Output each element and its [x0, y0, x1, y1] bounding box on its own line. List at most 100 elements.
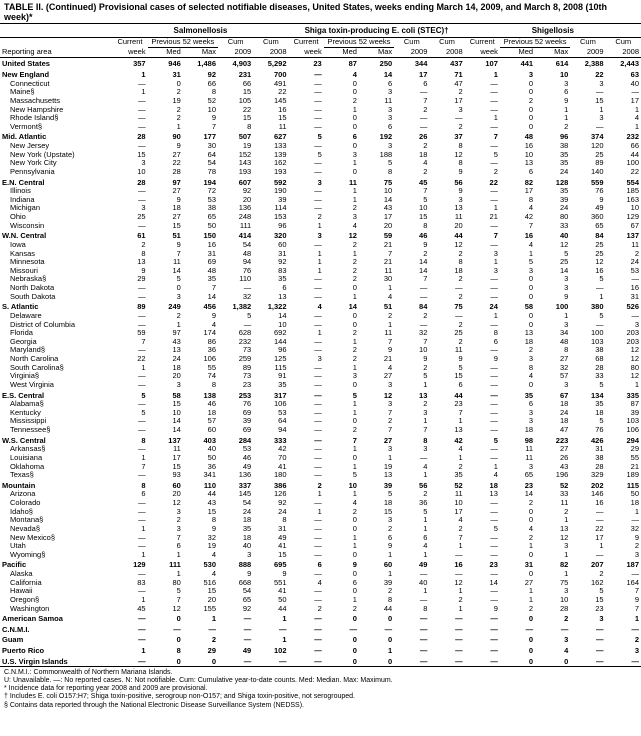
- value-cell: —: [465, 159, 500, 168]
- value-cell: 14: [394, 258, 429, 267]
- value-cell: 137: [148, 435, 183, 446]
- area-cell: Kansas: [0, 250, 112, 259]
- value-cell: 13: [429, 204, 464, 213]
- value-cell: 114: [253, 204, 288, 213]
- area-cell: Mississippi: [0, 417, 112, 426]
- value-cell: 49: [218, 645, 253, 656]
- value-cell: 41: [253, 463, 288, 472]
- value-cell: —: [218, 634, 253, 645]
- value-cell: 47: [429, 80, 464, 89]
- table-row: Virginia§—20747391—327515—4573312: [0, 372, 641, 381]
- col-med: Med: [148, 47, 183, 58]
- value-cell: 15: [112, 151, 147, 160]
- value-cell: 29: [183, 645, 218, 656]
- value-cell: 4: [500, 204, 535, 213]
- value-cell: 30: [359, 275, 394, 284]
- value-cell: 39: [535, 196, 570, 205]
- value-cell: 9: [429, 168, 464, 177]
- value-cell: 5: [218, 312, 253, 321]
- value-cell: 14: [148, 417, 183, 426]
- value-cell: 10: [183, 106, 218, 115]
- value-cell: —: [394, 293, 429, 302]
- value-cell: —: [289, 346, 324, 355]
- value-cell: 7: [465, 230, 500, 241]
- area-cell: United States: [0, 58, 112, 69]
- value-cell: 11: [500, 445, 535, 454]
- area-cell: Alaska: [0, 570, 112, 579]
- value-cell: 7: [359, 338, 394, 347]
- value-cell: 20: [218, 196, 253, 205]
- value-cell: 5: [112, 409, 147, 418]
- value-cell: 10: [429, 499, 464, 508]
- value-cell: 2: [429, 338, 464, 347]
- footnote-line: U: Unavailable. —: No reported cases. N:…: [4, 677, 637, 685]
- value-cell: —: [112, 114, 147, 123]
- value-cell: 17: [148, 454, 183, 463]
- value-cell: 437: [429, 58, 464, 69]
- value-cell: 414: [218, 230, 253, 241]
- table-row: Oregon§17206550—18—2—110159: [0, 596, 641, 605]
- value-cell: 73: [218, 372, 253, 381]
- data-table: Salmonellosis Shiga toxin-producing E. c…: [0, 23, 641, 712]
- value-cell: 0: [500, 508, 535, 517]
- value-cell: 1: [324, 490, 359, 499]
- value-cell: —: [289, 106, 324, 115]
- table-row: C.N.M.I.———————————————: [0, 624, 641, 635]
- value-cell: 9: [183, 312, 218, 321]
- value-cell: 2: [570, 570, 605, 579]
- value-cell: 1: [324, 187, 359, 196]
- value-cell: 15: [148, 222, 183, 231]
- value-cell: 174: [183, 329, 218, 338]
- cum-label: Cum: [606, 38, 641, 48]
- value-cell: 23: [218, 381, 253, 390]
- value-cell: 18: [465, 480, 500, 491]
- value-cell: 380: [570, 301, 605, 312]
- value-cell: —: [289, 321, 324, 330]
- value-cell: 5,292: [253, 58, 288, 69]
- value-cell: 177: [183, 131, 218, 142]
- footnote-line: C.N.M.I.: Commonwealth of Northern Maria…: [4, 669, 637, 677]
- value-cell: 20: [148, 490, 183, 499]
- table-row: Michigan31838136114—243101314244910: [0, 204, 641, 213]
- value-cell: 16: [570, 267, 605, 276]
- value-cell: —: [465, 80, 500, 89]
- value-cell: —: [429, 613, 464, 624]
- table-row: South Carolina§1185589115—1425—8322880: [0, 364, 641, 373]
- value-cell: 374: [570, 131, 605, 142]
- value-cell: 14: [148, 267, 183, 276]
- area-cell: Hawaii: [0, 587, 112, 596]
- value-cell: 40: [218, 542, 253, 551]
- value-cell: 2: [394, 364, 429, 373]
- value-cell: 2: [500, 346, 535, 355]
- table-row: Mountain86011033738621039565218235220211…: [0, 480, 641, 491]
- value-cell: 700: [253, 69, 288, 80]
- value-cell: 3: [359, 106, 394, 115]
- value-cell: —: [394, 123, 429, 132]
- value-cell: 0: [500, 656, 535, 667]
- value-cell: —: [289, 516, 324, 525]
- value-cell: 15: [570, 596, 605, 605]
- value-cell: 946: [148, 58, 183, 69]
- value-cell: 8: [535, 346, 570, 355]
- value-cell: 89: [218, 364, 253, 373]
- value-cell: —: [429, 645, 464, 656]
- value-cell: —: [465, 445, 500, 454]
- value-cell: 35: [253, 275, 288, 284]
- value-cell: 162: [570, 579, 605, 588]
- value-cell: 3: [570, 80, 605, 89]
- area-cell: Arizona: [0, 490, 112, 499]
- value-cell: 12: [570, 258, 605, 267]
- value-cell: 0: [500, 123, 535, 132]
- disease-header-2: Shigellosis: [465, 24, 641, 38]
- area-cell: South Dakota: [0, 293, 112, 302]
- value-cell: 87: [606, 400, 641, 409]
- value-cell: 24: [148, 355, 183, 364]
- value-cell: 4: [500, 241, 535, 250]
- table-row: North Carolina22241062591253221999327681…: [0, 355, 641, 364]
- value-cell: 2: [148, 312, 183, 321]
- value-cell: 19: [359, 463, 394, 472]
- value-cell: 22: [570, 525, 605, 534]
- value-cell: —: [289, 613, 324, 624]
- value-cell: 6: [112, 490, 147, 499]
- value-cell: —: [465, 534, 500, 543]
